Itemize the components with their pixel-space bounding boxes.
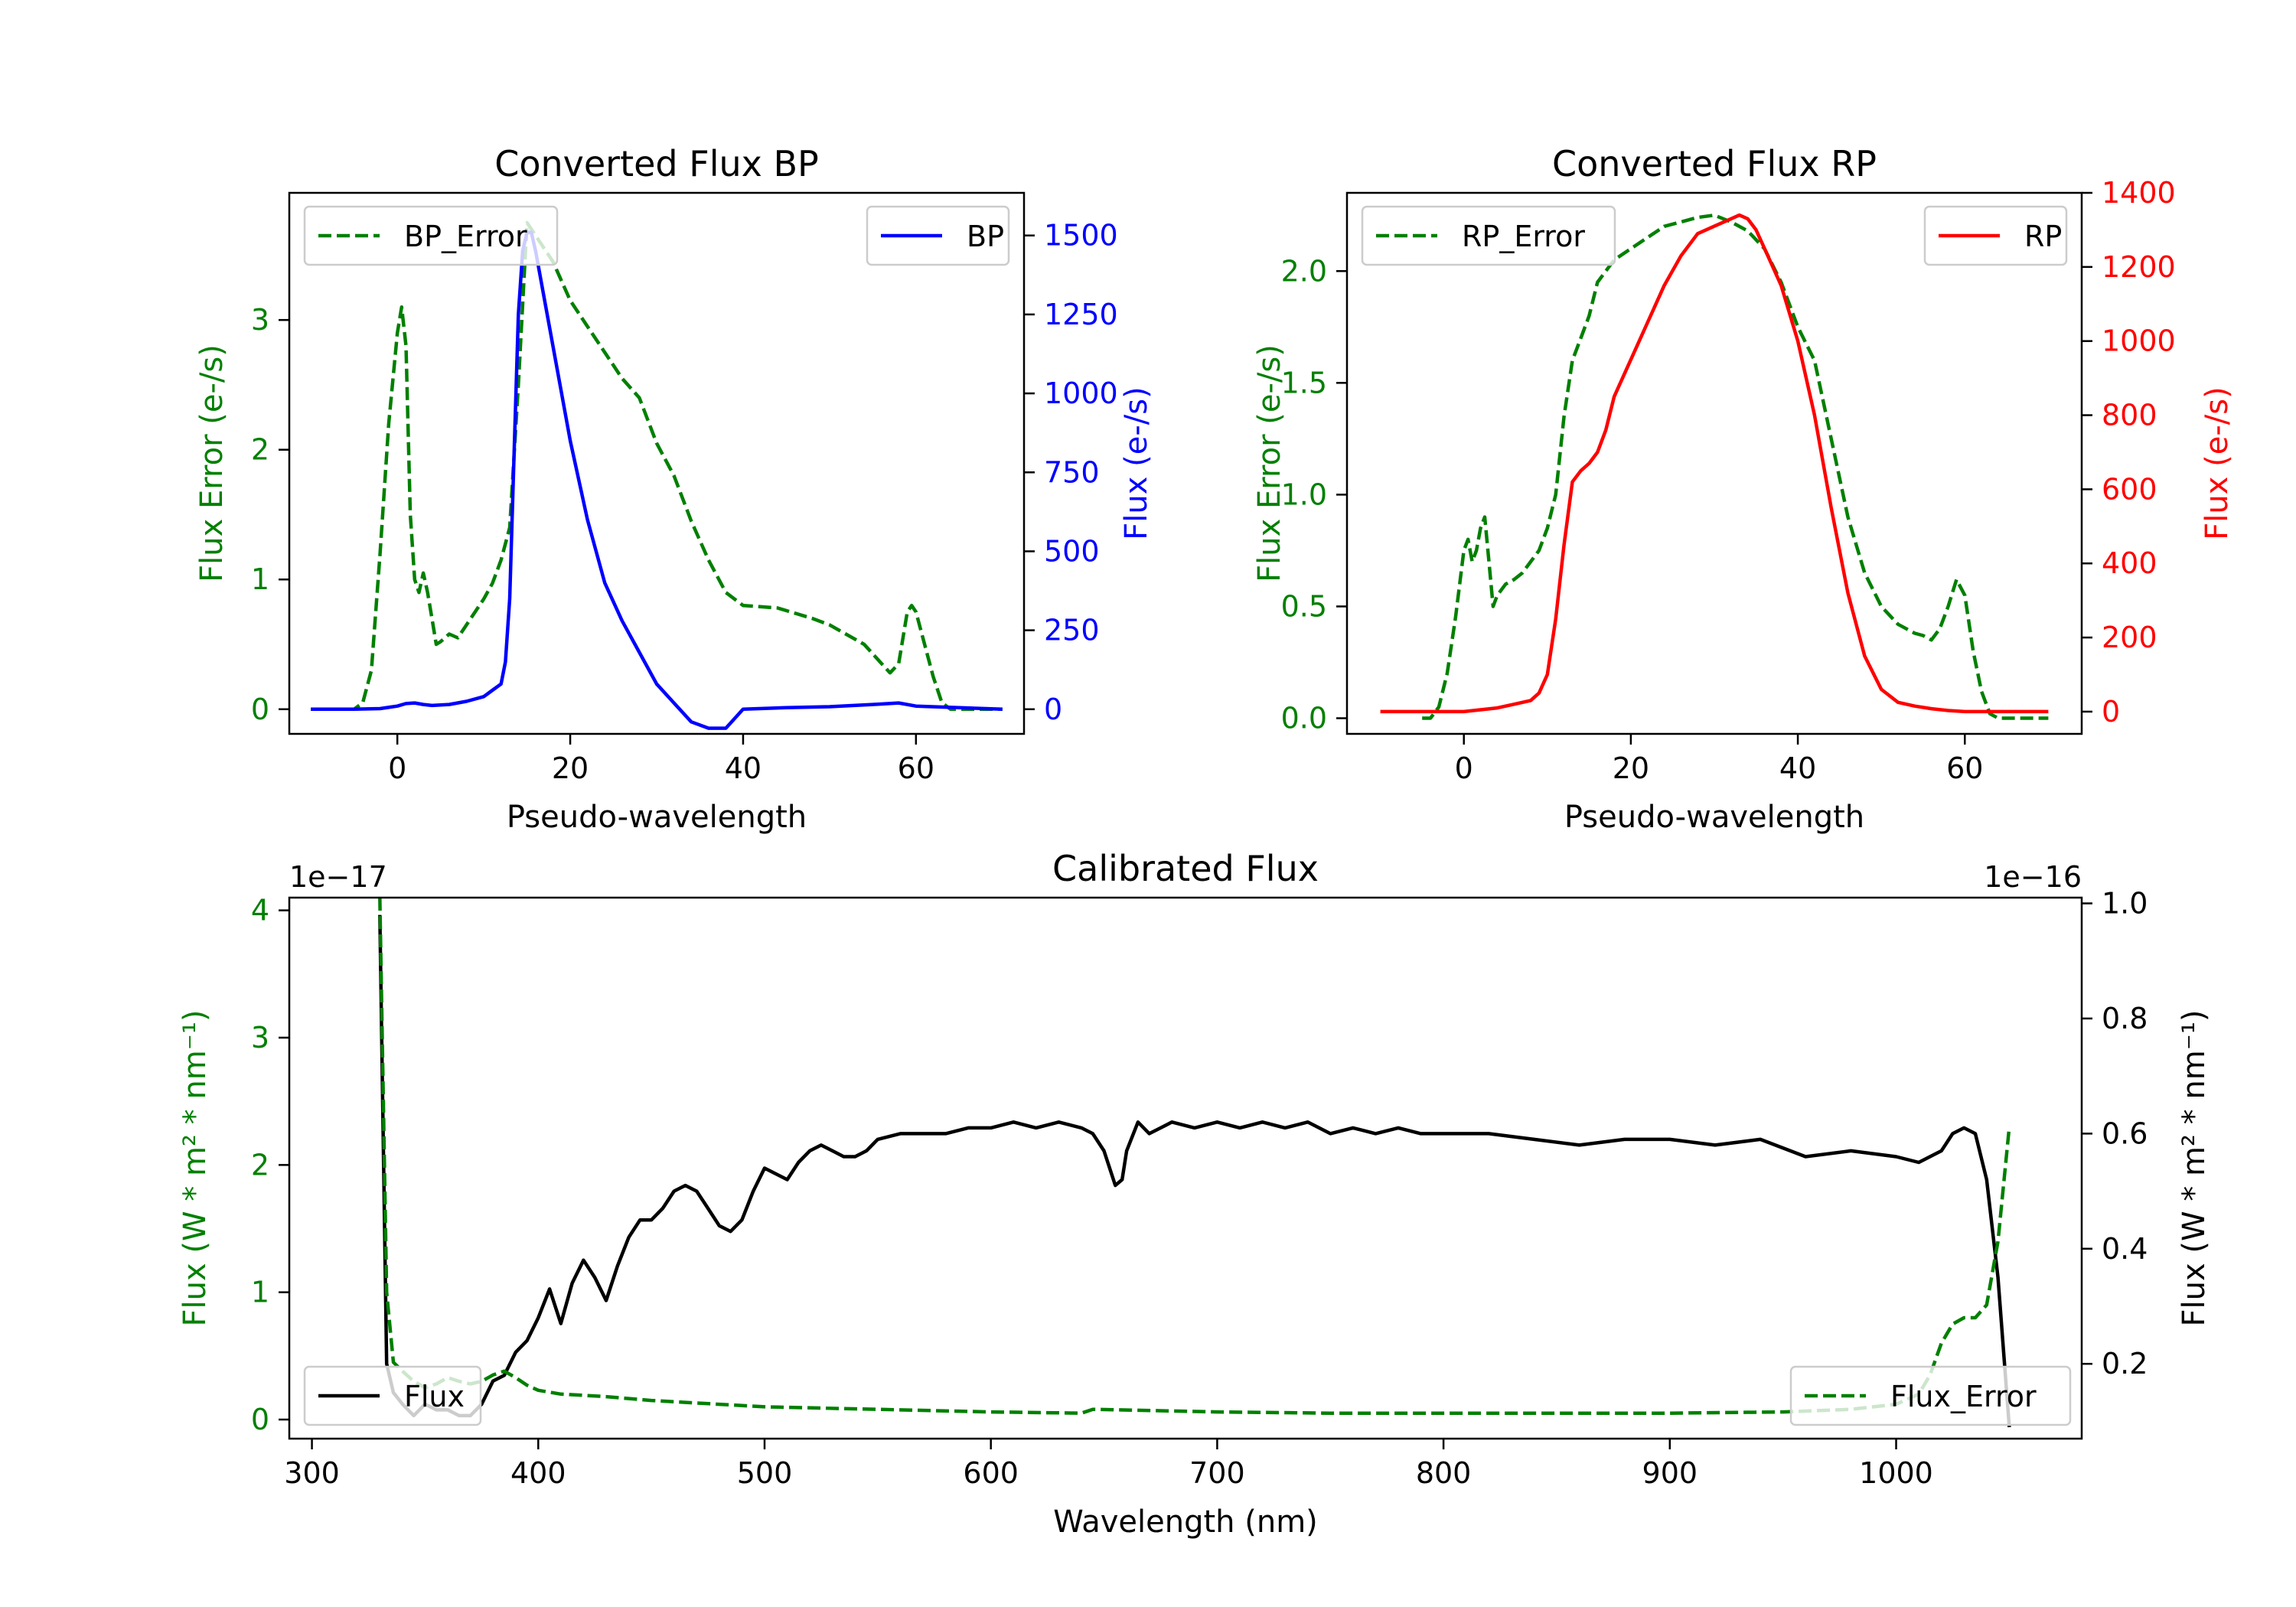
y-right-tick-label: 0.8: [2102, 1002, 2148, 1035]
y-left-tick-label: 4: [251, 894, 269, 927]
offset-left-label: 1e−17: [289, 860, 387, 894]
series-line-rp: [1381, 215, 2049, 712]
legend-label: BP: [967, 220, 1004, 253]
y-left-tick-label: 3: [251, 303, 269, 337]
y-right-tick-label: 0.2: [2102, 1347, 2148, 1380]
y-right-axis-label: Flux (e-/s): [1119, 386, 1154, 539]
x-axis-label: Wavelength (nm): [1053, 1504, 1318, 1540]
legend-flux: Flux: [305, 1367, 481, 1425]
y-right-tick-label: 800: [2102, 399, 2157, 432]
legend-rp: RP: [1925, 207, 2066, 265]
legend-bp-error: BP_Error: [305, 207, 557, 265]
legend-label: Flux: [404, 1380, 465, 1413]
y-right-tick-label: 500: [1044, 534, 1100, 568]
y-right-tick-label: 0: [2102, 695, 2120, 729]
chart-rp: 0 20 40 60 0.0 0.5 1.0 1.5 2.0 0 200 400 600 800 1000 1…: [1252, 143, 2235, 835]
x-tick-label: 40: [1779, 751, 1816, 785]
x-tick-label: 300: [284, 1456, 340, 1490]
x-tick-label: 700: [1189, 1456, 1245, 1490]
axes-frame: [289, 193, 1024, 734]
y-left-axis-label: Flux Error (e-/s): [1252, 344, 1287, 582]
y-right-tick-label: 250: [1044, 614, 1100, 647]
y-left-tick-label: 1.5: [1281, 366, 1327, 399]
y-left-tick-label: 1: [251, 1276, 269, 1309]
y-left-tick-label: 2: [251, 1148, 269, 1182]
x-tick-label: 20: [1613, 751, 1649, 785]
y-right-tick-label: 0.6: [2102, 1116, 2148, 1150]
legend-label: Flux_Error: [1890, 1380, 2037, 1413]
y-right-tick-label: 1400: [2102, 176, 2176, 210]
y-right-tick-label: 750: [1044, 455, 1100, 489]
legend-flux-error: Flux_Error: [1791, 1367, 2070, 1425]
series-line-flux: [380, 915, 2009, 1427]
series-line-bp-error: [311, 223, 1003, 709]
y-left-tick-label: 0: [251, 1403, 269, 1436]
y-right-tick-label: 600: [2102, 472, 2157, 506]
legend-label: RP: [2024, 220, 2062, 253]
x-tick-label: 60: [1946, 751, 1983, 785]
legend-bp: BP: [867, 207, 1009, 265]
y-left-axis-label: Flux Error (e-/s): [194, 344, 230, 582]
y-left-tick-label: 1.0: [1281, 478, 1327, 511]
chart-title: Converted Flux RP: [1552, 143, 1877, 184]
x-axis-label: Pseudo-wavelength: [1564, 800, 1864, 835]
y-right-tick-label: 1200: [2102, 250, 2176, 284]
axes-frame: [289, 898, 2082, 1439]
y-left-tick-label: 0.0: [1281, 702, 1327, 735]
x-axis-label: Pseudo-wavelength: [507, 800, 807, 835]
x-tick-label: 60: [898, 751, 934, 785]
figure: 0 20 40 6001230250500750100012501500Convert…: [0, 0, 2296, 1607]
y-right-tick-label: 200: [2102, 621, 2157, 654]
offset-right-label: 1e−16: [1984, 860, 2082, 894]
x-tick-label: 800: [1416, 1456, 1472, 1490]
chart-calibrated: 300 400 500 600 700 800 900 1000 0 1 2 3 4 0.2 0.4 0.6 0…: [178, 848, 2212, 1540]
y-left-tick-label: 0.5: [1281, 589, 1327, 623]
y-left-tick-label: 3: [251, 1021, 269, 1054]
y-left-tick-label: 2.0: [1281, 254, 1327, 288]
y-right-tick-label: 400: [2102, 546, 2157, 580]
y-right-tick-label: 0: [1044, 693, 1062, 726]
series-line-rp-error: [1422, 215, 2048, 718]
legend-rp-error: RP_Error: [1362, 207, 1615, 265]
x-tick-label: 0: [1455, 751, 1473, 785]
y-right-tick-label: 1000: [2102, 324, 2176, 358]
x-tick-label: 500: [737, 1456, 793, 1490]
axes-frame: [1347, 193, 2082, 734]
y-right-tick-label: 0.4: [2102, 1232, 2148, 1266]
y-left-tick-label: 1: [251, 562, 269, 596]
legend-label: RP_Error: [1462, 220, 1585, 253]
x-tick-label: 900: [1642, 1456, 1698, 1490]
x-tick-label: 400: [510, 1456, 566, 1490]
x-tick-label: 40: [725, 751, 762, 785]
legend-label: BP_Error: [404, 220, 527, 253]
x-tick-label: 20: [552, 751, 589, 785]
series-line-flux-error: [380, 898, 2009, 1413]
x-tick-label: 600: [963, 1456, 1019, 1490]
y-right-axis-label: Flux (W * m² * nm⁻¹): [2177, 1010, 2212, 1327]
y-right-tick-label: 1.0: [2102, 887, 2148, 921]
y-left-tick-label: 2: [251, 433, 269, 467]
y-right-axis-label: Flux (e-/s): [2200, 386, 2235, 539]
chart-bp: 0 20 40 60 0 1 2 3 0 250 500 750 1000 1250 1500 Convert…: [194, 143, 1154, 835]
x-tick-label: 0: [388, 751, 406, 785]
y-right-tick-label: 1250: [1044, 298, 1118, 331]
y-left-tick-label: 0: [251, 693, 269, 726]
y-right-tick-label: 1000: [1044, 376, 1118, 410]
y-right-tick-label: 1500: [1044, 219, 1118, 253]
chart-title: Converted Flux BP: [494, 143, 819, 184]
x-tick-label: 1000: [1859, 1456, 1933, 1490]
chart-title: Calibrated Flux: [1052, 848, 1319, 889]
y-left-axis-label: Flux (W * m² * nm⁻¹): [178, 1010, 213, 1327]
